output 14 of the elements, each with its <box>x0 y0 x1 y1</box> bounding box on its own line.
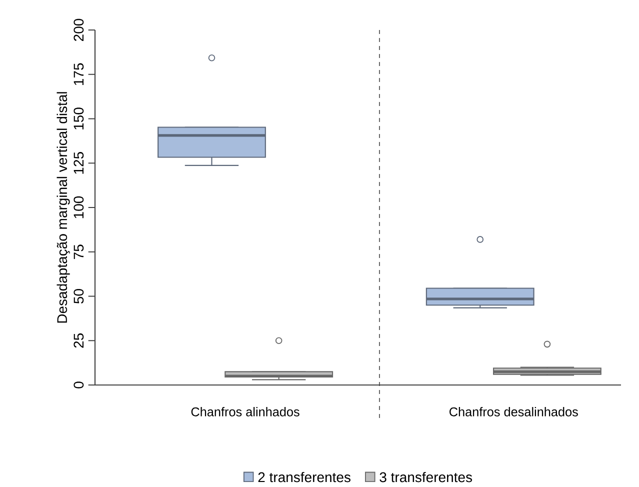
y-tick-label: 0 <box>74 382 84 389</box>
legend-label: 3 transferentes <box>380 472 472 482</box>
y-tick-label: 125 <box>74 152 84 174</box>
y-tick-label: 100 <box>74 196 84 218</box>
y-tick-label: 75 <box>74 244 84 260</box>
x-tick-label: Chanfros alinhados <box>191 407 300 417</box>
y-tick-label: 50 <box>74 289 84 304</box>
y-tick-label: 200 <box>74 19 84 42</box>
legend-label: 2 transferentes <box>258 472 350 482</box>
y-tick-label: 150 <box>74 108 84 130</box>
y-axis-title: Desadaptação marginal vertical distal <box>56 92 70 323</box>
y-tick-label: 25 <box>74 334 84 348</box>
y-tick-label: 175 <box>74 63 84 86</box>
x-tick-label: Chanfros desalinhados <box>450 407 578 417</box>
